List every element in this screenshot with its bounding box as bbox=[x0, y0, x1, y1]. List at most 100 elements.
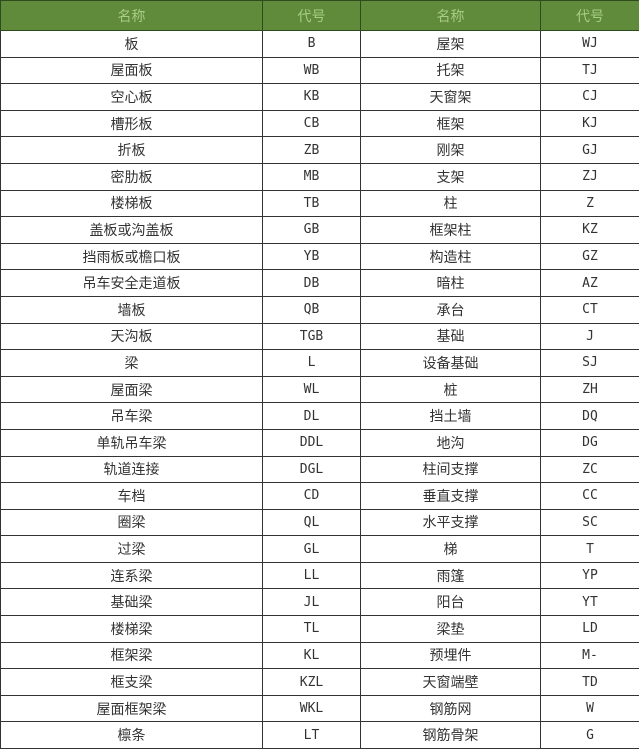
name-cell: 钢筋骨架 bbox=[360, 721, 541, 750]
code-cell: SJ bbox=[540, 349, 639, 377]
table-row: 圈梁 QL 水平支撑 SC bbox=[0, 508, 639, 537]
code-cell: TB bbox=[262, 189, 361, 218]
code-cell: DQ bbox=[540, 402, 639, 430]
header-name-1: 名称 bbox=[0, 0, 263, 31]
name-cell: 天沟板 bbox=[0, 322, 263, 351]
name-cell: 屋面梁 bbox=[0, 375, 263, 404]
code-cell: TD bbox=[540, 668, 639, 696]
table-row: 框支梁 KZL 天窗端壁 TD bbox=[0, 668, 639, 696]
name-cell: 梯 bbox=[360, 535, 541, 563]
name-cell: 基础 bbox=[360, 322, 541, 351]
code-cell: MB bbox=[262, 162, 361, 191]
code-cell: CD bbox=[262, 482, 361, 510]
name-cell: 密肋板 bbox=[0, 162, 263, 191]
code-cell: JL bbox=[262, 588, 361, 617]
name-cell: 过梁 bbox=[0, 535, 263, 563]
code-cell: YT bbox=[540, 588, 639, 617]
code-cell: TL bbox=[262, 615, 361, 643]
code-cell: YB bbox=[262, 242, 361, 271]
name-cell: 折板 bbox=[0, 136, 263, 164]
table-row: 梁 L 设备基础 SJ bbox=[0, 349, 639, 377]
code-cell: WJ bbox=[540, 30, 639, 58]
name-cell: 连系梁 bbox=[0, 561, 263, 590]
table-row: 屋面框架梁 WKL 钢筋网 W bbox=[0, 694, 639, 723]
header-name-2: 名称 bbox=[360, 0, 541, 31]
name-cell: 槽形板 bbox=[0, 109, 263, 138]
code-cell: J bbox=[540, 322, 639, 351]
code-cell: Z bbox=[540, 189, 639, 218]
name-cell: 钢筋网 bbox=[360, 694, 541, 723]
name-cell: 盖板或沟盖板 bbox=[0, 216, 263, 244]
code-cell: KB bbox=[262, 83, 361, 111]
name-cell: 框架柱 bbox=[360, 216, 541, 244]
name-cell: 框架梁 bbox=[0, 641, 263, 670]
code-cell: SC bbox=[540, 508, 639, 537]
name-cell: 圈梁 bbox=[0, 508, 263, 537]
name-cell: 柱 bbox=[360, 189, 541, 218]
table-row: 轨道连接 DGL 柱间支撑 ZC bbox=[0, 455, 639, 484]
table-row: 楼梯梁 TL 梁垫 LD bbox=[0, 615, 639, 643]
name-cell: 挡雨板或檐口板 bbox=[0, 242, 263, 271]
table-row: 天沟板 TGB 基础 J bbox=[0, 322, 639, 351]
name-cell: 雨篷 bbox=[360, 561, 541, 590]
code-cell: WL bbox=[262, 375, 361, 404]
name-cell: 桩 bbox=[360, 375, 541, 404]
table-row: 单轨吊车梁 DDL 地沟 DG bbox=[0, 428, 639, 457]
code-cell: B bbox=[262, 30, 361, 58]
code-cell: GJ bbox=[540, 136, 639, 164]
table-row: 屋面梁 WL 桩 ZH bbox=[0, 375, 639, 404]
code-cell: T bbox=[540, 535, 639, 563]
code-cell: ZH bbox=[540, 375, 639, 404]
table-row: 过梁 GL 梯 T bbox=[0, 535, 639, 563]
name-cell: 屋面板 bbox=[0, 56, 263, 85]
name-cell: 墙板 bbox=[0, 295, 263, 324]
header-code-2: 代号 bbox=[540, 0, 639, 31]
table-row: 檩条 LT 钢筋骨架 G bbox=[0, 721, 639, 750]
code-cell: LL bbox=[262, 561, 361, 590]
name-cell: 挡土墙 bbox=[360, 402, 541, 430]
header-code-1: 代号 bbox=[262, 0, 361, 31]
name-cell: 轨道连接 bbox=[0, 455, 263, 484]
code-cell: DL bbox=[262, 402, 361, 430]
name-cell: 柱间支撑 bbox=[360, 455, 541, 484]
code-cell: CC bbox=[540, 482, 639, 510]
table-row: 墙板 QB 承台 CT bbox=[0, 295, 639, 324]
table-row: 空心板 KB 天窗架 CJ bbox=[0, 83, 639, 111]
name-cell: 构造柱 bbox=[360, 242, 541, 271]
code-cell: AZ bbox=[540, 269, 639, 297]
code-cell: DDL bbox=[262, 428, 361, 457]
name-cell: 楼梯板 bbox=[0, 189, 263, 218]
code-cell: KZL bbox=[262, 668, 361, 696]
name-cell: 板 bbox=[0, 30, 263, 58]
code-cell: KZ bbox=[540, 216, 639, 244]
code-cell: DB bbox=[262, 269, 361, 297]
code-cell: CB bbox=[262, 109, 361, 138]
code-cell: LT bbox=[262, 721, 361, 750]
name-cell: 托架 bbox=[360, 56, 541, 85]
code-cell: TJ bbox=[540, 56, 639, 85]
table-row: 折板 ZB 刚架 GJ bbox=[0, 136, 639, 164]
code-cell: LD bbox=[540, 615, 639, 643]
table-row: 板 B 屋架 WJ bbox=[0, 30, 639, 58]
name-cell: 框架 bbox=[360, 109, 541, 138]
name-cell: 梁 bbox=[0, 349, 263, 377]
table-row: 挡雨板或檐口板 YB 构造柱 GZ bbox=[0, 242, 639, 271]
name-cell: 暗柱 bbox=[360, 269, 541, 297]
code-cell: WKL bbox=[262, 694, 361, 723]
table-row: 盖板或沟盖板 GB 框架柱 KZ bbox=[0, 216, 639, 244]
code-cell: ZJ bbox=[540, 162, 639, 191]
name-cell: 水平支撑 bbox=[360, 508, 541, 537]
name-cell: 吊车安全走道板 bbox=[0, 269, 263, 297]
name-cell: 楼梯梁 bbox=[0, 615, 263, 643]
table-row: 基础梁 JL 阳台 YT bbox=[0, 588, 639, 617]
name-cell: 空心板 bbox=[0, 83, 263, 111]
name-cell: 屋面框架梁 bbox=[0, 694, 263, 723]
code-cell: WB bbox=[262, 56, 361, 85]
code-cell: DGL bbox=[262, 455, 361, 484]
table-row: 槽形板 CB 框架 KJ bbox=[0, 109, 639, 138]
code-cell: GB bbox=[262, 216, 361, 244]
table-row: 吊车安全走道板 DB 暗柱 AZ bbox=[0, 269, 639, 297]
name-cell: 屋架 bbox=[360, 30, 541, 58]
code-cell: W bbox=[540, 694, 639, 723]
name-cell: 阳台 bbox=[360, 588, 541, 617]
